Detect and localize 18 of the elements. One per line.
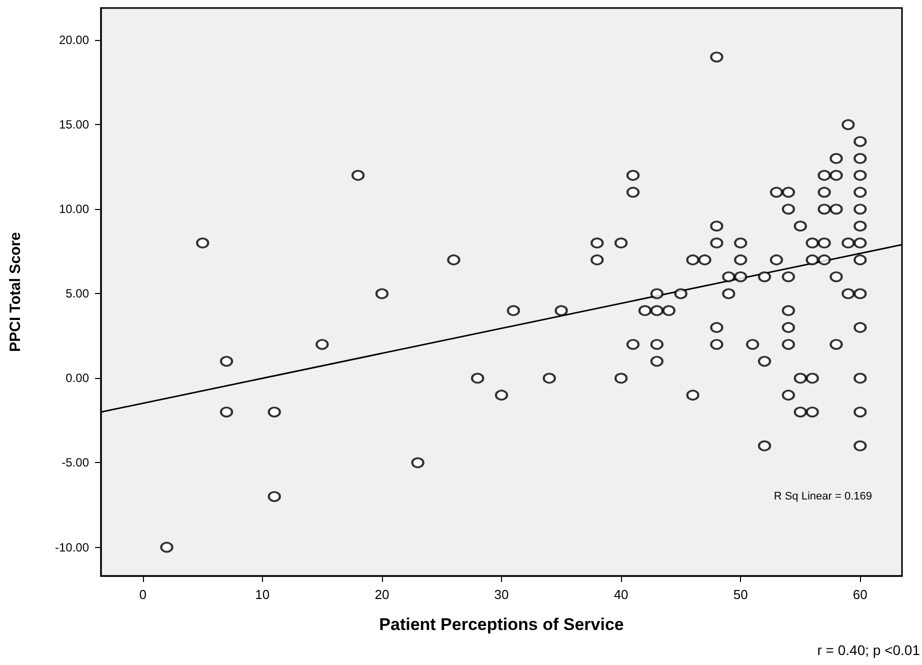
y-tick-label: 20.00 [58, 33, 90, 48]
x-tick-label: 40 [614, 587, 628, 602]
x-tick-label: 60 [852, 587, 868, 602]
y-tick-label: 0.00 [66, 371, 90, 386]
y-tick-label: -5.00 [62, 456, 90, 470]
x-axis-title: Patient Perceptions of Service [379, 615, 624, 634]
x-tick-label: 20 [374, 587, 390, 602]
text: r = 0.40; p <0.01 [817, 642, 920, 658]
x-tick-label: 50 [733, 587, 748, 602]
y-axis-title: PPCI Total Score [7, 232, 24, 352]
x-tick-label: 30 [494, 587, 509, 602]
y-tick-label: 10.00 [58, 202, 90, 216]
y-tick-label: -10.00 [54, 540, 90, 554]
y-tick-label: 5.00 [66, 286, 90, 301]
annotation: R Sq Linear = 0.169 [774, 490, 872, 502]
y-tick-label: 15.00 [58, 118, 90, 132]
x-tick-label: 10 [255, 587, 270, 602]
x-tick-label: 0 [139, 587, 146, 602]
